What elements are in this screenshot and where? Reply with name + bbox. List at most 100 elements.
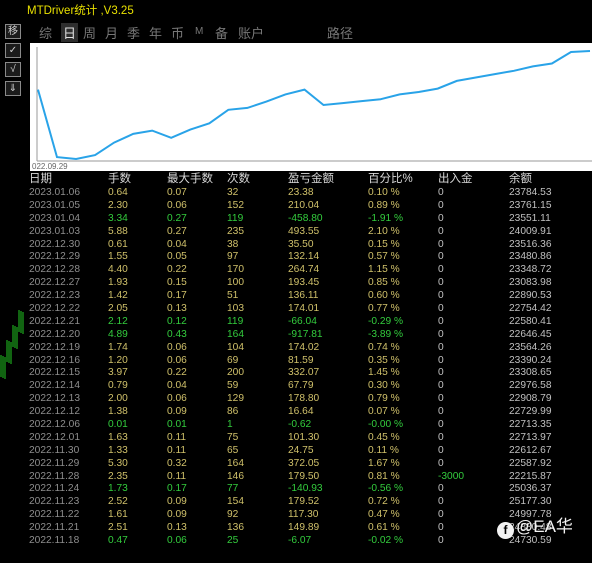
cell-deposit: 0 xyxy=(438,444,444,456)
tab-2[interactable]: 周 xyxy=(83,26,97,41)
cell-lots: 1.61 xyxy=(108,509,128,521)
cell-deposit: 0 xyxy=(438,483,444,495)
cell-date: 2022.12.13 xyxy=(29,393,80,405)
down-button[interactable]: ⇓ xyxy=(5,81,21,96)
cell-balance: 24997.78 xyxy=(509,509,552,521)
cell-trades: 100 xyxy=(227,277,244,289)
cell-percent: -0.29 % xyxy=(368,315,404,327)
cell-balance: 25036.37 xyxy=(509,483,552,495)
cell-percent: 0.74 % xyxy=(368,341,400,353)
cell-profit: 101.30 xyxy=(288,431,320,443)
header-deposit[interactable]: 出入金 xyxy=(438,173,473,185)
background-price-chart xyxy=(0,310,24,379)
cell-max-lots: 0.13 xyxy=(167,522,187,534)
cell-deposit: 0 xyxy=(438,277,444,289)
cell-date: 2022.11.22 xyxy=(29,509,80,521)
cell-lots: 0.64 xyxy=(108,187,128,198)
cell-profit: 81.59 xyxy=(288,354,314,366)
cell-deposit: 0 xyxy=(438,457,444,469)
cell-percent: -0.02 % xyxy=(368,535,404,547)
cell-date: 2022.11.28 xyxy=(29,470,80,482)
tab-9[interactable]: 账户 xyxy=(238,26,265,41)
cell-lots: 1.55 xyxy=(108,251,128,263)
cell-lots: 2.05 xyxy=(108,303,128,315)
header-balance[interactable]: 余额 xyxy=(509,173,532,185)
header-profit[interactable]: 盈亏金额 xyxy=(288,173,334,185)
cell-trades: 154 xyxy=(227,496,244,508)
cell-percent: 0.10 % xyxy=(368,187,400,198)
check-button[interactable]: ✓ xyxy=(5,43,21,58)
cell-max-lots: 0.27 xyxy=(167,212,187,224)
watermark: f @EA华 xyxy=(497,512,573,539)
cell-lots: 1.20 xyxy=(108,354,128,366)
tab-6[interactable]: 币 xyxy=(171,26,185,41)
table-row: 2023.01.05 2.30 0.06 152 210.04 0.89 % 0 23761.… xyxy=(27,200,592,213)
tab-7[interactable]: M xyxy=(195,26,204,37)
cell-balance: 22580.41 xyxy=(509,315,552,327)
cell-balance: 23761.15 xyxy=(509,199,552,211)
cell-max-lots: 0.07 xyxy=(167,187,187,198)
tab-3[interactable]: 月 xyxy=(105,26,119,41)
cell-trades: 119 xyxy=(227,315,244,327)
cell-trades: 136 xyxy=(227,522,244,534)
cell-percent: 0.57 % xyxy=(368,251,400,263)
cell-lots: 1.33 xyxy=(108,444,128,456)
cell-percent: 0.35 % xyxy=(368,354,400,366)
header-lots[interactable]: 手数 xyxy=(108,173,131,185)
cell-date: 2022.12.20 xyxy=(29,328,80,340)
table-row: 2022.11.22 1.61 0.09 92 117.30 0.47 % 0 24997.7… xyxy=(27,509,592,522)
header-percent[interactable]: 百分比% xyxy=(368,173,413,185)
table-row: 2022.12.30 0.61 0.04 38 35.50 0.15 % 0 23516.36 xyxy=(27,239,592,252)
cell-profit: 174.02 xyxy=(288,341,320,353)
cell-balance: 22729.99 xyxy=(509,406,552,418)
tab-0[interactable]: 综 xyxy=(39,26,53,41)
cell-lots: 2.12 xyxy=(108,315,128,327)
cell-lots: 1.63 xyxy=(108,431,128,443)
tab-8[interactable]: 备 xyxy=(215,26,229,41)
cell-profit: -6.07 xyxy=(288,535,312,547)
cell-percent: 0.89 % xyxy=(368,199,400,211)
cell-date: 2022.12.16 xyxy=(29,354,80,366)
cell-lots: 2.00 xyxy=(108,393,128,405)
cell-percent: 0.15 % xyxy=(368,238,400,250)
cell-max-lots: 0.09 xyxy=(167,496,187,508)
cell-max-lots: 0.17 xyxy=(167,290,187,302)
cell-percent: 1.67 % xyxy=(368,457,400,469)
table-row: 2022.11.23 2.52 0.09 154 179.52 0.72 % 0 25177.… xyxy=(27,496,592,509)
cell-percent: 0.61 % xyxy=(368,522,400,534)
cell-profit: 178.80 xyxy=(288,393,320,405)
header-trades[interactable]: 次数 xyxy=(227,173,250,185)
cell-date: 2022.11.29 xyxy=(29,457,80,469)
table-row: 2022.12.28 4.40 0.22 170 264.74 1.15 % 0 23348.… xyxy=(27,264,592,277)
sqrt-button[interactable]: √ xyxy=(5,62,21,77)
tab-1[interactable]: 日 xyxy=(61,23,79,42)
cell-balance: 23516.36 xyxy=(509,238,552,250)
table-row: 2023.01.03 5.88 0.27 235 493.55 2.10 % 0 24009.… xyxy=(27,226,592,239)
header-date[interactable]: 日期 xyxy=(29,173,52,185)
stats-panel: 综日周月季年币 M 备账户 路径 022.09.29 日期 手数 最大手数 次数 盈亏… xyxy=(27,20,592,563)
cell-max-lots: 0.32 xyxy=(167,457,187,469)
cell-deposit: 0 xyxy=(438,431,444,443)
move-button[interactable]: 移 xyxy=(5,24,21,39)
cell-max-lots: 0.06 xyxy=(167,393,187,405)
tab-5[interactable]: 年 xyxy=(149,26,163,41)
table-row: 2022.12.13 2.00 0.06 129 178.80 0.79 % 0 22908.… xyxy=(27,393,592,406)
header-max-lots[interactable]: 最大手数 xyxy=(167,173,213,185)
cell-trades: 170 xyxy=(227,264,244,276)
cell-percent: 0.77 % xyxy=(368,303,400,315)
cell-deposit: 0 xyxy=(438,496,444,508)
tab-10[interactable]: 路径 xyxy=(327,26,354,41)
cell-deposit: 0 xyxy=(438,354,444,366)
cell-deposit: 0 xyxy=(438,328,444,340)
cell-trades: 97 xyxy=(227,251,239,263)
cell-date: 2023.01.06 xyxy=(29,187,80,198)
cell-deposit: 0 xyxy=(438,225,444,237)
tab-4[interactable]: 季 xyxy=(127,26,141,41)
cell-lots: 1.38 xyxy=(108,406,128,418)
table-row: 2022.12.29 1.55 0.05 97 132.14 0.57 % 0 23480.8… xyxy=(27,251,592,264)
cell-deposit: 0 xyxy=(438,187,444,198)
cell-date: 2022.12.06 xyxy=(29,419,80,431)
table-row: 2022.11.30 1.33 0.11 65 24.75 0.11 % 0 22612.67 xyxy=(27,445,592,458)
cell-balance: 23348.72 xyxy=(509,264,552,276)
cell-percent: 1.45 % xyxy=(368,367,400,379)
